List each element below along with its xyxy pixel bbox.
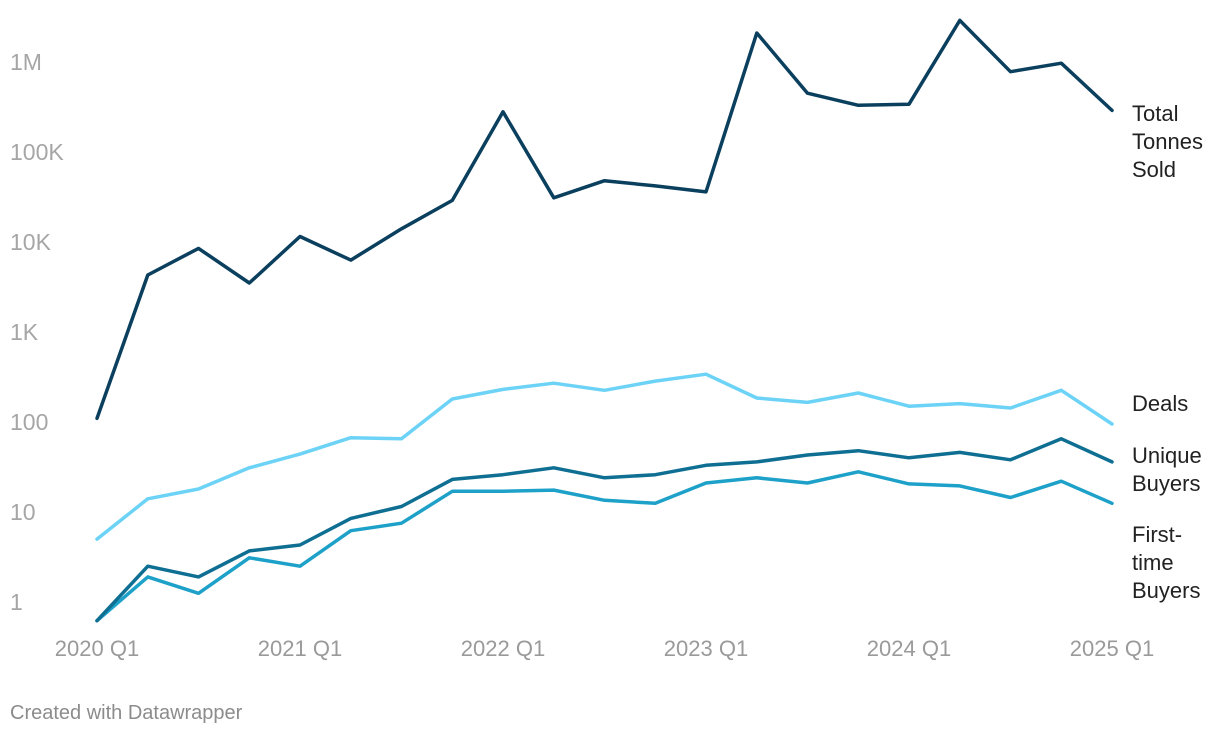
y-axis: 1 10 100 1K 10K 100K 1M xyxy=(10,49,64,615)
series-label-line: Deals xyxy=(1132,391,1188,416)
series-label: Deals xyxy=(1132,391,1188,416)
y-tick-label: 1 xyxy=(10,589,23,615)
y-tick-label: 10K xyxy=(10,229,52,255)
series-label-line: Sold xyxy=(1132,157,1176,182)
x-tick-label: 2020 Q1 xyxy=(55,636,139,661)
series-line-total-tonnes-sold xyxy=(95,18,1114,421)
series-label: Total Tonnes Sold xyxy=(1132,101,1203,182)
series-label-line: time xyxy=(1132,550,1174,575)
x-axis: 2020 Q1 2021 Q1 2022 Q1 2023 Q1 2024 Q1 2025 … xyxy=(55,636,1154,661)
series-lines xyxy=(95,18,1114,623)
series-label-line: Buyers xyxy=(1132,471,1200,496)
x-tick-label: 2024 Q1 xyxy=(867,636,951,661)
series-label-line: Total xyxy=(1132,101,1178,126)
y-tick-label: 1M xyxy=(10,49,42,75)
y-tick-label: 10 xyxy=(10,499,36,525)
x-tick-label: 2022 Q1 xyxy=(461,636,545,661)
footer-credit: Created with Datawrapper xyxy=(10,702,243,724)
x-tick-label: 2023 Q1 xyxy=(664,636,748,661)
series-line-first-time-buyers xyxy=(95,470,1114,623)
y-tick-label: 100K xyxy=(10,139,64,165)
series-line-unique-buyers xyxy=(95,437,1114,623)
series-label-line: Tonnes xyxy=(1132,129,1203,154)
y-tick-label: 100 xyxy=(10,409,48,435)
x-tick-label: 2025 Q1 xyxy=(1070,636,1154,661)
x-tick-label: 2021 Q1 xyxy=(258,636,342,661)
series-label-line: Buyers xyxy=(1132,578,1200,603)
series-label-line: Unique xyxy=(1132,443,1202,468)
series-label: Unique Buyers xyxy=(1132,443,1202,496)
series-label: First-time Buyers xyxy=(1132,522,1200,603)
y-tick-label: 1K xyxy=(10,319,39,345)
series-line-deals xyxy=(95,372,1114,541)
series-label-line: First- xyxy=(1132,522,1182,547)
